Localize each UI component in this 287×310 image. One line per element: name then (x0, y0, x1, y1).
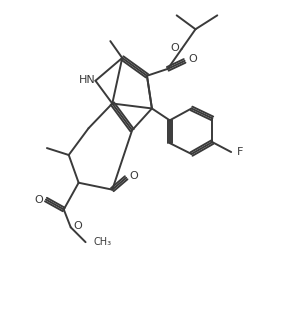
Text: O: O (130, 171, 138, 181)
Text: HN: HN (79, 75, 96, 85)
Text: O: O (170, 43, 179, 53)
Text: O: O (188, 54, 197, 64)
Text: O: O (35, 195, 43, 205)
Text: O: O (73, 221, 82, 231)
Text: F: F (237, 147, 243, 157)
Text: CH₃: CH₃ (94, 237, 112, 247)
